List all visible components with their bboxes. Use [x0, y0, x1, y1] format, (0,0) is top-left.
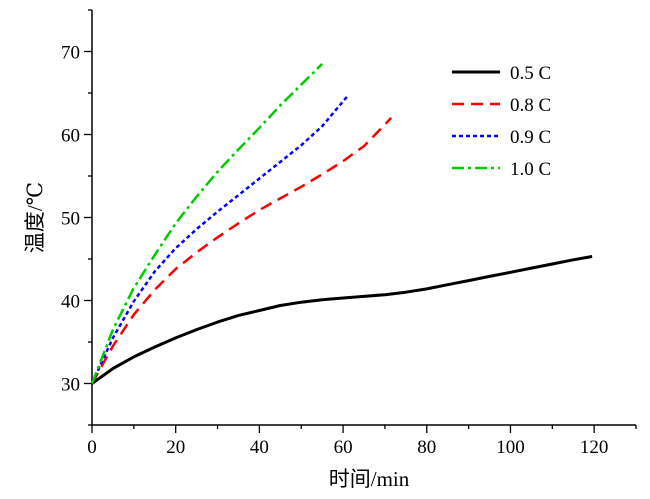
x-ticks: 0 20 40 60 80 100 120 — [87, 425, 637, 458]
legend-label: 0.9 C — [510, 127, 551, 148]
legend-label: 0.8 C — [510, 95, 551, 116]
x-axis-title: 时间/min — [329, 467, 410, 491]
legend-label: 0.5 C — [510, 63, 551, 84]
x-tick-label: 80 — [417, 437, 436, 458]
series-line-4 — [90, 63, 324, 384]
y-tick-label: 50 — [61, 209, 80, 230]
x-tick-label: 20 — [166, 437, 185, 458]
y-ticks: 30 40 50 60 70 — [61, 9, 92, 426]
y-tick-label: 60 — [61, 126, 80, 147]
series-lines — [90, 63, 593, 385]
x-tick-label: 100 — [496, 437, 525, 458]
series-line-2 — [90, 117, 393, 385]
series-line-1 — [91, 255, 593, 385]
axes — [91, 10, 636, 426]
x-tick-label: 120 — [580, 437, 609, 458]
y-tick-label: 30 — [61, 375, 80, 396]
x-tick-label: 40 — [250, 437, 269, 458]
series-line-3 — [90, 95, 349, 385]
x-tick-label: 60 — [334, 437, 353, 458]
y-axis-title: 温度/℃ — [23, 182, 47, 253]
x-tick-label: 0 — [87, 437, 97, 458]
legend-label: 1.0 C — [510, 159, 551, 180]
y-tick-label: 70 — [61, 43, 80, 64]
y-tick-label: 40 — [61, 292, 80, 313]
legend: 0.5 C 0.8 C 0.9 C 1.0 C — [452, 63, 551, 180]
